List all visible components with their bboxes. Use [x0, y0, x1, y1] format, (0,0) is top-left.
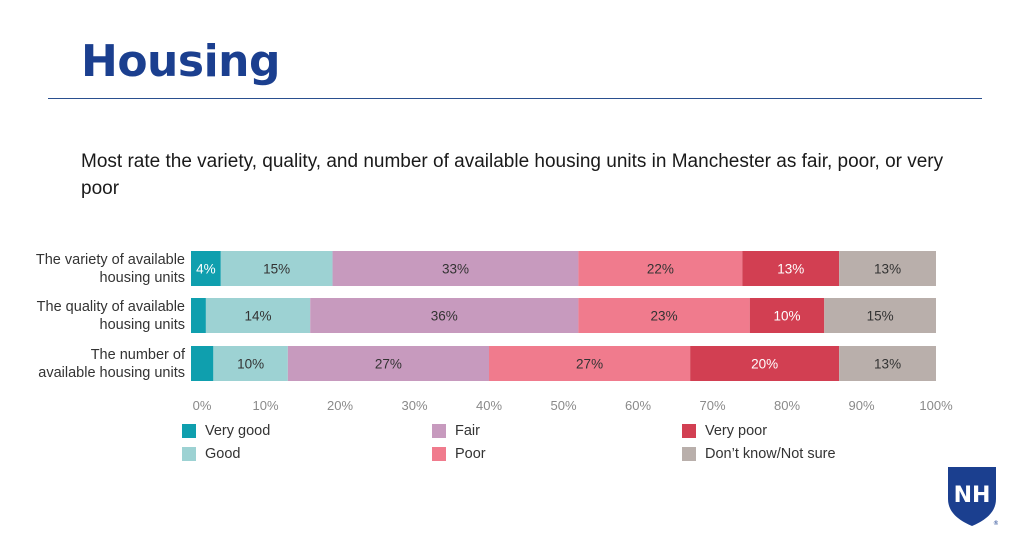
legend-item: Fair — [432, 423, 480, 439]
logo-text: NH — [954, 483, 991, 508]
legend-item: Poor — [432, 446, 486, 462]
bar-segment-poor — [489, 346, 691, 381]
legend-swatch — [182, 424, 196, 438]
bar-segment-don-t-know-not-sure — [839, 251, 936, 286]
bar-segment-don-t-know-not-sure — [824, 298, 936, 333]
category-label: The variety of available housing units — [36, 252, 185, 286]
legend-item: Don’t know/Not sure — [682, 446, 836, 462]
data-label: 23% — [651, 309, 678, 324]
legend-label: Good — [205, 446, 241, 462]
data-label: 4% — [196, 262, 216, 277]
bar-segment-fair — [287, 346, 489, 381]
data-label: 15% — [263, 262, 290, 277]
category-label-line: The variety of available — [36, 252, 185, 268]
bar-segment-poor — [578, 251, 743, 286]
legend-label: Fair — [455, 423, 480, 439]
x-tick-label: 80% — [774, 398, 800, 413]
category-label: The number of available housing units — [38, 347, 186, 381]
page-title: Housing — [81, 36, 280, 87]
shield-icon — [948, 467, 996, 526]
legend-swatch — [682, 447, 696, 461]
data-label: 10% — [237, 357, 264, 372]
category-label-line: housing units — [100, 270, 185, 286]
bar-segment-very-good — [191, 298, 206, 333]
legend-label: Very poor — [705, 423, 768, 439]
bar-segment-good — [205, 298, 311, 333]
data-label: 14% — [245, 309, 272, 324]
bar-segment-good — [213, 346, 288, 381]
data-label: 10% — [773, 309, 800, 324]
category-label: The quality of available housing units — [37, 299, 185, 333]
bar-segment-very-poor — [690, 346, 840, 381]
bar-segment-don-t-know-not-sure — [839, 346, 936, 381]
legend-swatch — [432, 424, 446, 438]
legend-swatch — [682, 424, 696, 438]
x-tick-label: 100% — [919, 398, 953, 413]
x-tick-label: 50% — [550, 398, 576, 413]
legend-label: Very good — [205, 423, 271, 439]
legend-item: Very good — [182, 423, 270, 439]
legend-label: Poor — [455, 446, 486, 462]
x-tick-label: 20% — [327, 398, 353, 413]
legend-swatch — [432, 447, 446, 461]
x-tick-label: 30% — [401, 398, 427, 413]
x-tick-label: 40% — [476, 398, 502, 413]
data-label: 27% — [375, 357, 402, 372]
legend-item: Very poor — [682, 423, 767, 439]
data-label: 13% — [874, 357, 901, 372]
x-tick-label: 10% — [252, 398, 278, 413]
bar-segment-poor — [578, 298, 750, 333]
data-label: 15% — [867, 309, 894, 324]
bar-segment-fair — [332, 251, 579, 286]
legend-label: Don’t know/Not sure — [705, 446, 836, 462]
unh-shield-logo: NH ® — [948, 467, 998, 527]
category-label-line: housing units — [100, 317, 185, 333]
category-label-line: The number of — [91, 347, 186, 363]
data-label: 13% — [874, 262, 901, 277]
category-label-line: The quality of available — [37, 299, 185, 315]
data-label: 22% — [647, 262, 674, 277]
category-label-line: available housing units — [38, 365, 185, 381]
x-tick-label: 0% — [193, 398, 212, 413]
data-label: 20% — [751, 357, 778, 372]
stacked-bar-chart: The variety of available housing units 4% 1… — [36, 251, 953, 413]
bar-segment-fair — [310, 298, 579, 333]
x-tick-label: 70% — [699, 398, 725, 413]
x-tick-label: 60% — [625, 398, 651, 413]
legend-swatch — [182, 447, 196, 461]
bar-segment-very-good — [191, 251, 221, 286]
data-label: 13% — [777, 262, 804, 277]
data-label: 33% — [442, 262, 469, 277]
bar-segment-very-poor — [742, 251, 840, 286]
title-divider — [48, 98, 982, 99]
chart-subtitle: Most rate the variety, quality, and numb… — [81, 151, 944, 199]
chart-legend: Very good Fair Very poor Good Poor Don’t know… — [182, 423, 942, 469]
data-label: 27% — [576, 357, 603, 372]
registered-mark: ® — [993, 520, 998, 527]
data-label: 36% — [431, 309, 458, 324]
bar-segment-very-good — [191, 346, 214, 381]
bar-segment-good — [220, 251, 333, 286]
bar-segment-very-poor — [749, 298, 825, 333]
x-tick-label: 90% — [848, 398, 874, 413]
legend-item: Good — [182, 446, 240, 462]
